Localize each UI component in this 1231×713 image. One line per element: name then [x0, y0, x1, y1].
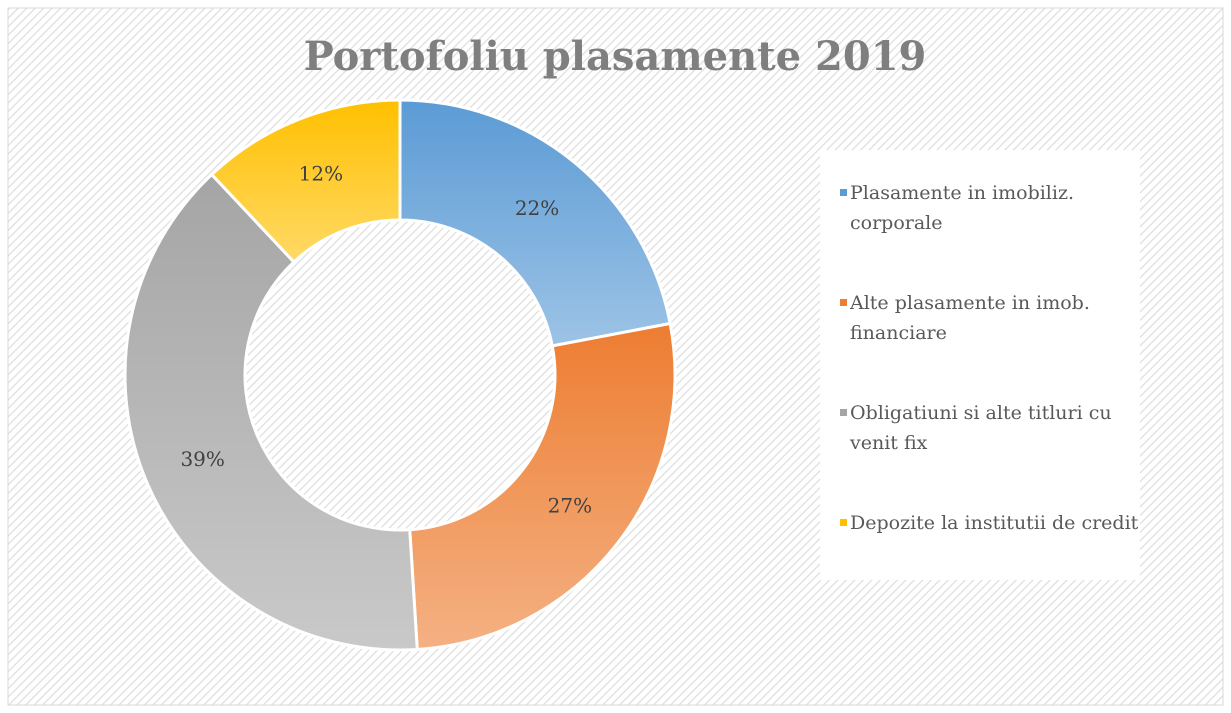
donut-hole — [245, 220, 555, 530]
data-label: 12% — [299, 162, 343, 186]
legend-swatch — [840, 519, 847, 526]
legend-label: Alte plasamente in imob. financiare — [850, 292, 1090, 344]
legend-swatch — [840, 189, 847, 196]
legend-entry: Alte plasamente in imob. financiare — [840, 288, 1140, 348]
legend-entry: Depozite la institutii de credit — [840, 508, 1140, 538]
legend-label: Obligatiuni si alte titluri cu venit fix — [850, 402, 1112, 454]
data-label: 22% — [515, 196, 559, 220]
legend-swatch — [840, 409, 847, 416]
legend-entry: Obligatiuni si alte titluri cu venit fix — [840, 398, 1140, 458]
legend-label: Depozite la institutii de credit — [850, 512, 1139, 534]
data-label: 27% — [548, 493, 592, 517]
donut-slice — [123, 172, 419, 652]
legend-entry: Plasamente in imobiliz. corporale — [840, 178, 1140, 238]
chart-title: Portofoliu plasamente 2019 — [304, 33, 927, 80]
legend-swatch — [840, 299, 847, 306]
legend: Plasamente in imobiliz. corporale Alte pl… — [820, 150, 1140, 580]
donut-slice — [408, 321, 677, 652]
donut-slice — [209, 98, 402, 265]
legend-label: Plasamente in imobiliz. corporale — [850, 182, 1075, 234]
donut-slice — [398, 98, 672, 348]
data-label: 39% — [180, 447, 224, 471]
